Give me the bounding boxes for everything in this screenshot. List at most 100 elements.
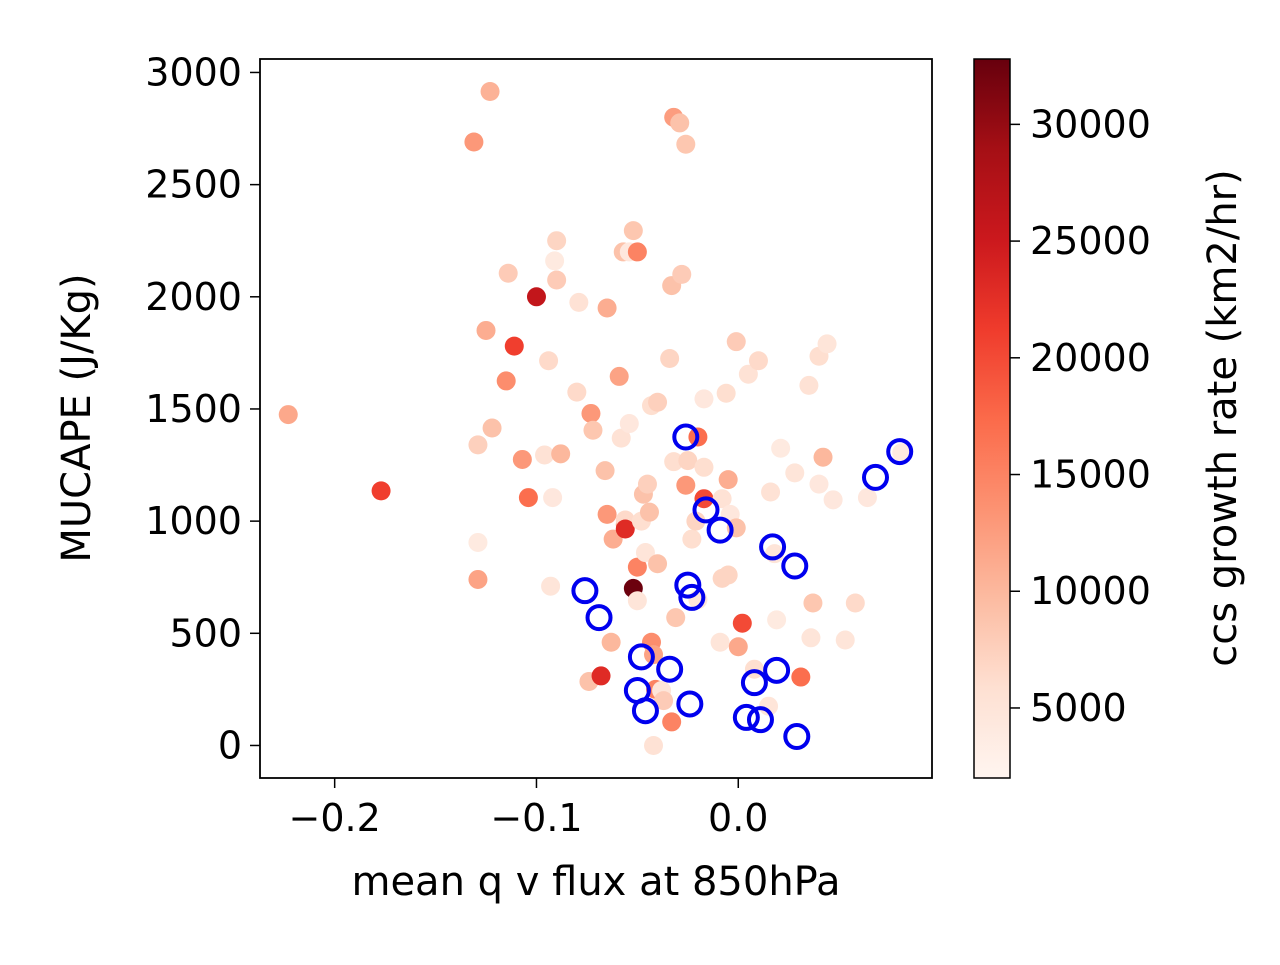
data-point: [476, 320, 496, 340]
x-axis-label: mean q v flux at 850hPa: [351, 859, 840, 905]
outlined-point: [759, 533, 787, 561]
outlined-point: [886, 438, 914, 466]
outlined-point: [672, 423, 700, 451]
data-point: [748, 351, 768, 371]
data-point: [278, 405, 298, 425]
data-point: [892, 443, 912, 463]
data-point: [726, 332, 746, 352]
data-point: [809, 474, 829, 494]
data-point: [623, 221, 643, 241]
outlined-point: [676, 690, 704, 718]
data-point: [498, 263, 518, 283]
y-tick-label: 500: [169, 611, 242, 655]
data-point: [504, 336, 524, 356]
data-point: [637, 474, 657, 494]
data-point: [823, 490, 843, 510]
x-tick-label: 0.0: [708, 796, 768, 840]
data-point: [644, 735, 664, 755]
data-point: [686, 511, 706, 531]
data-point: [666, 608, 686, 628]
data-point: [482, 418, 502, 438]
data-point: [547, 231, 567, 251]
data-point: [371, 481, 391, 501]
colorbar-tick-label: 30000: [1030, 102, 1151, 146]
data-point: [551, 444, 571, 464]
colorbar-tick-label: 20000: [1030, 336, 1151, 380]
x-tick-label: −0.1: [490, 796, 582, 840]
outlined-point: [783, 722, 811, 750]
y-tick-label: 0: [218, 723, 242, 767]
data-point: [835, 630, 855, 650]
data-point: [771, 438, 791, 458]
outlined-point: [746, 706, 774, 734]
data-point: [801, 628, 821, 648]
data-point: [615, 519, 635, 539]
y-tick-label: 3000: [145, 50, 242, 94]
outlined-point: [678, 583, 706, 611]
outlined-point: [656, 655, 684, 683]
data-point: [547, 270, 567, 290]
outlined-point: [631, 697, 659, 725]
data-point: [672, 264, 692, 284]
colorbar-frame: [973, 58, 1011, 779]
data-point: [676, 475, 696, 495]
data-point: [627, 591, 647, 611]
data-point: [728, 637, 748, 657]
y-axis-label: MUCAPE (J/Kg): [54, 273, 100, 562]
data-point: [512, 449, 532, 469]
data-point: [468, 435, 488, 455]
data-point: [718, 470, 738, 490]
y-tick-label: 1000: [145, 499, 242, 543]
colorbar-tick-label: 25000: [1030, 219, 1151, 263]
outlined-point: [861, 463, 889, 491]
data-point: [648, 554, 668, 574]
data-point: [799, 375, 819, 395]
x-tick-label: −0.2: [289, 796, 381, 840]
data-point: [464, 132, 484, 152]
data-point: [545, 251, 565, 271]
data-point: [597, 298, 617, 318]
data-point: [526, 287, 546, 307]
data-point: [619, 414, 639, 434]
data-point: [678, 451, 698, 471]
outlined-point: [740, 669, 768, 697]
data-point: [682, 529, 702, 549]
outlined-point: [732, 703, 760, 731]
data-point: [480, 82, 500, 102]
data-point: [654, 691, 674, 711]
data-point: [595, 461, 615, 481]
y-tick-label: 1500: [145, 387, 242, 431]
data-point: [738, 364, 758, 384]
plot-frame: [259, 58, 933, 779]
data-point: [664, 452, 684, 472]
data-point: [535, 445, 555, 465]
data-point: [857, 488, 877, 508]
data-point: [541, 576, 561, 596]
data-point: [518, 488, 538, 508]
data-point: [662, 712, 682, 732]
data-point: [694, 389, 714, 409]
data-point: [670, 113, 690, 133]
colorbar-tick-label: 10000: [1030, 569, 1151, 613]
data-point: [791, 667, 811, 687]
data-point: [718, 565, 738, 585]
data-point: [759, 696, 779, 716]
outlined-point: [674, 571, 702, 599]
colorbar-tick-label: 5000: [1030, 686, 1127, 730]
data-point: [710, 632, 730, 652]
data-point: [581, 403, 601, 423]
data-point: [803, 593, 823, 613]
data-point: [611, 428, 631, 448]
data-point: [785, 463, 805, 483]
data-point: [591, 666, 611, 686]
data-point: [543, 488, 563, 508]
data-point: [609, 366, 629, 386]
data-point: [676, 134, 696, 154]
data-point: [694, 457, 714, 477]
data-point: [539, 351, 559, 371]
y-tick-label: 2500: [145, 163, 242, 207]
data-point: [639, 502, 659, 522]
colorbar-label: ccs growth rate (km2/hr): [1200, 169, 1246, 666]
